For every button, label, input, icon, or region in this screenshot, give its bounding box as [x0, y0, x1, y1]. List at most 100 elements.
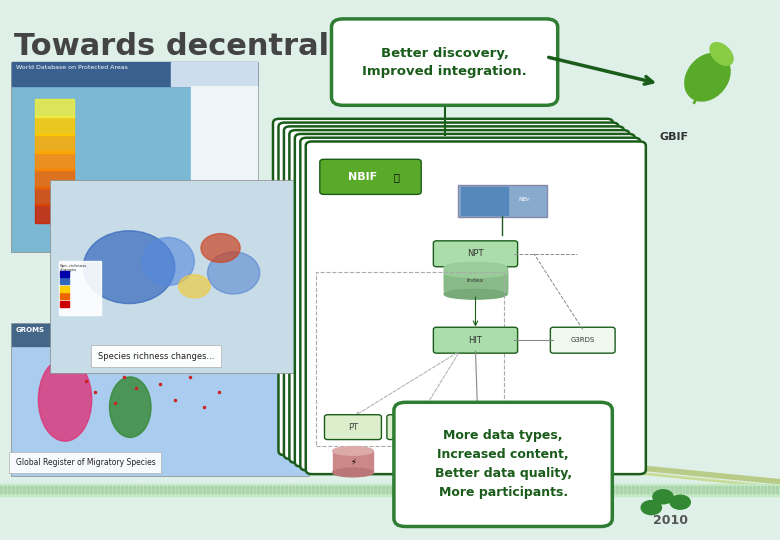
Bar [43, 486, 45, 494]
Bar [476, 486, 477, 494]
FancyBboxPatch shape [394, 402, 612, 526]
Ellipse shape [83, 231, 175, 303]
Bar [495, 486, 498, 494]
Bar [499, 486, 501, 494]
Bar [47, 486, 48, 494]
FancyBboxPatch shape [50, 180, 313, 373]
Bar [60, 278, 69, 284]
FancyBboxPatch shape [278, 123, 619, 455]
Bar [121, 486, 123, 494]
FancyBboxPatch shape [289, 130, 629, 463]
Bar [90, 486, 92, 494]
Bar [374, 486, 376, 494]
Bar [55, 486, 57, 494]
Bar [35, 486, 37, 494]
Bar [359, 486, 360, 494]
Bar [335, 486, 337, 494]
Bar [604, 486, 606, 494]
Bar [60, 301, 69, 307]
Bar [35, 151, 74, 170]
Text: NPT: NPT [467, 249, 484, 258]
Text: ⚡: ⚡ [350, 457, 356, 466]
Bar [694, 486, 696, 494]
Bar [12, 486, 13, 494]
Bar [472, 486, 473, 494]
Ellipse shape [710, 43, 733, 65]
Bar [429, 486, 431, 494]
Bar [745, 486, 747, 494]
Ellipse shape [179, 275, 210, 298]
Bar [12, 324, 308, 346]
Bar [569, 486, 571, 494]
Bar [355, 486, 357, 494]
Bar [581, 486, 583, 494]
Ellipse shape [445, 268, 507, 278]
Bar [109, 486, 112, 494]
FancyBboxPatch shape [306, 141, 646, 474]
Bar [20, 486, 22, 494]
Bar [16, 486, 17, 494]
Bar [722, 486, 723, 494]
Bar [515, 486, 516, 494]
Bar [308, 486, 310, 494]
Text: 👤: 👤 [394, 172, 399, 182]
Text: NBIF: NBIF [349, 172, 378, 182]
Bar [457, 451, 498, 472]
Bar [160, 486, 162, 494]
Bar [35, 186, 74, 205]
Bar [628, 486, 630, 494]
Text: PT: PT [410, 423, 420, 431]
Ellipse shape [201, 234, 240, 262]
Bar [682, 486, 685, 494]
Text: NBr: NBr [518, 197, 530, 202]
Bar [269, 486, 271, 494]
Bar [133, 486, 135, 494]
Bar [332, 486, 334, 494]
Bar [725, 486, 727, 494]
Bar [776, 486, 778, 494]
FancyBboxPatch shape [434, 241, 518, 267]
Bar [164, 486, 165, 494]
Bar [304, 486, 306, 494]
Bar [261, 486, 264, 494]
Ellipse shape [445, 265, 507, 275]
Bar [211, 486, 212, 494]
Bar [382, 486, 384, 494]
Bar [351, 486, 353, 494]
Bar [698, 486, 700, 494]
Bar [0, 486, 2, 494]
Bar [753, 486, 754, 494]
Bar [538, 486, 540, 494]
Bar [226, 486, 228, 494]
Bar [254, 486, 255, 494]
Bar [526, 486, 528, 494]
Bar [679, 486, 680, 494]
Bar [452, 486, 454, 494]
Circle shape [641, 501, 661, 515]
Bar [445, 273, 507, 294]
Bar [230, 486, 232, 494]
Bar [585, 486, 587, 494]
Bar [35, 169, 74, 188]
Bar [234, 486, 236, 494]
Bar [250, 486, 251, 494]
Text: ⚡: ⚡ [413, 457, 418, 466]
Bar [554, 486, 555, 494]
Bar [35, 117, 74, 135]
Ellipse shape [38, 358, 92, 441]
Bar [207, 486, 209, 494]
FancyBboxPatch shape [551, 327, 615, 353]
Text: HIT: HIT [469, 336, 482, 345]
Bar [667, 486, 668, 494]
Ellipse shape [445, 262, 507, 272]
Bar [168, 486, 169, 494]
Bar [406, 486, 407, 494]
Bar [523, 486, 524, 494]
Ellipse shape [109, 377, 151, 437]
Ellipse shape [395, 447, 435, 455]
Bar [257, 486, 259, 494]
Bar [125, 486, 126, 494]
Bar [757, 486, 758, 494]
Bar [651, 486, 653, 494]
Ellipse shape [333, 468, 374, 477]
